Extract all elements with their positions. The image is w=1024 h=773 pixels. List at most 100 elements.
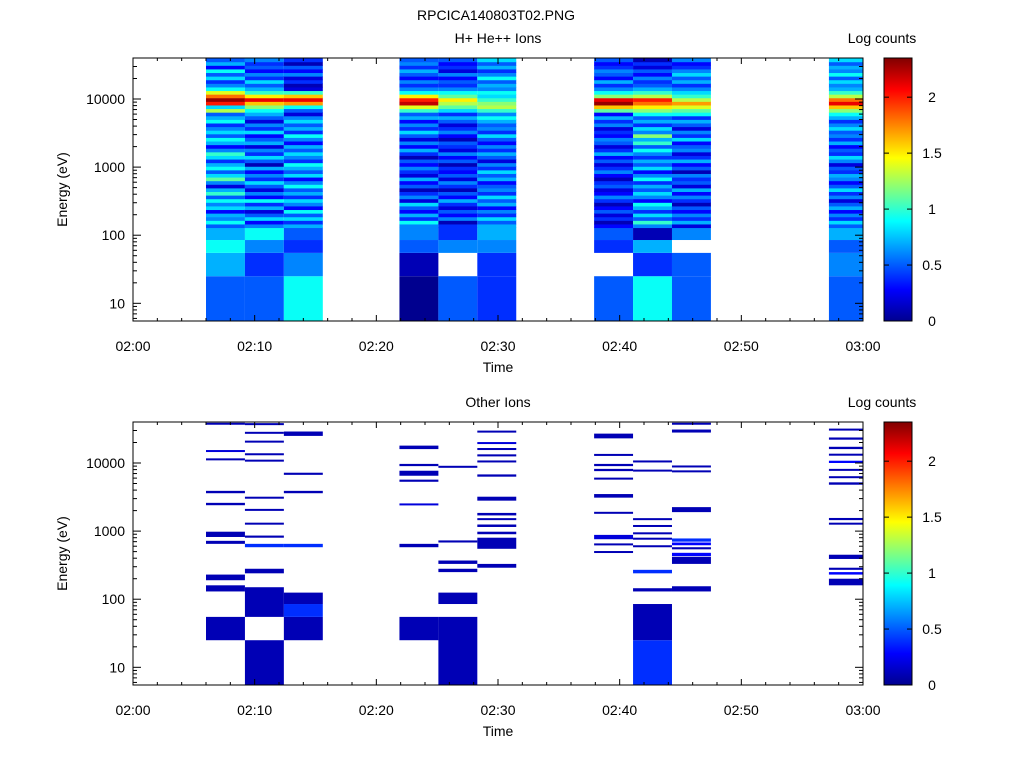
heatmap-cell — [244, 166, 284, 171]
heatmap-cell — [828, 202, 863, 207]
heatmap-cell — [594, 115, 634, 120]
heatmap-cell — [594, 130, 634, 135]
heatmap-cell — [477, 126, 517, 131]
heatmap-cell — [283, 166, 323, 171]
heatmap-cell — [594, 240, 634, 253]
heatmap-cell — [477, 205, 517, 211]
heatmap-cell — [633, 276, 672, 321]
heatmap-cell — [283, 198, 323, 203]
heatmap-cell — [633, 166, 672, 171]
heatmap-cell — [438, 616, 478, 685]
heatmap-cell — [244, 220, 284, 225]
heatmap-cell — [244, 568, 284, 574]
heatmap-cell — [206, 166, 245, 171]
x-axis-label: Time — [483, 359, 514, 375]
heatmap-cell — [828, 453, 863, 456]
heatmap-cell — [477, 531, 517, 535]
heatmap-cell — [399, 90, 439, 95]
heatmap-cell — [206, 616, 245, 641]
heatmap-cell — [477, 101, 517, 106]
heatmap-cell — [477, 151, 517, 156]
heatmap-cell — [244, 140, 284, 146]
heatmap-cell — [594, 155, 634, 160]
heatmap-cell — [594, 162, 634, 167]
heatmap-cell — [438, 94, 478, 99]
heatmap-cell — [244, 240, 284, 253]
heatmap-cell — [244, 94, 284, 99]
heatmap-cell — [477, 474, 517, 477]
heatmap-cell — [399, 209, 439, 214]
heatmap-cell — [828, 119, 863, 124]
heatmap-cell — [671, 202, 711, 207]
heatmap-cell — [244, 115, 284, 120]
heatmap-cell — [438, 133, 478, 138]
heatmap-cell — [633, 61, 672, 66]
heatmap-cell — [828, 191, 863, 196]
heatmap-cell — [283, 151, 323, 156]
heatmap-cell — [594, 216, 634, 221]
heatmap-cell — [671, 58, 711, 63]
heatmap-cell — [671, 79, 711, 84]
heatmap-cell — [206, 252, 245, 277]
heatmap-cell — [283, 83, 323, 88]
heatmap-cell — [828, 240, 863, 253]
heatmap-cell — [283, 173, 323, 178]
heatmap-cell — [438, 195, 478, 200]
heatmap-cell — [477, 227, 517, 241]
heatmap-cell — [399, 252, 439, 277]
heatmap-cell — [438, 166, 478, 171]
heatmap-cell — [477, 169, 517, 174]
heatmap-cell — [671, 115, 711, 120]
heatmap-cell — [828, 567, 863, 570]
heatmap-cell — [283, 140, 323, 146]
colorbar-tick-label: 0 — [928, 677, 936, 693]
heatmap-cell — [828, 108, 863, 113]
heatmap-cell — [671, 216, 711, 221]
heatmap-cell — [671, 101, 711, 106]
y-axis-label: Energy (eV) — [54, 152, 70, 227]
heatmap-cell — [828, 68, 863, 74]
y-tick-label: 10 — [109, 659, 125, 675]
heatmap-cell — [206, 155, 245, 160]
colorbar-tick-label: 0.5 — [922, 621, 942, 637]
heatmap-cell — [244, 162, 284, 167]
heatmap-cell — [283, 65, 323, 70]
heatmap-cell — [594, 173, 634, 178]
heatmap-cell — [206, 137, 245, 142]
heatmap-cell — [399, 104, 439, 110]
heatmap-cell — [477, 148, 517, 153]
heatmap-cell — [244, 137, 284, 142]
heatmap-cell — [633, 119, 672, 124]
heatmap-cell — [283, 155, 323, 160]
heatmap-cell — [594, 104, 634, 110]
heatmap-cell — [633, 187, 672, 192]
heatmap-cell — [438, 137, 478, 142]
heatmap-cell — [206, 115, 245, 120]
heatmap-cell — [399, 180, 439, 185]
heatmap-cell — [206, 574, 245, 581]
heatmap-cell — [828, 572, 863, 575]
heatmap-cell — [828, 476, 863, 479]
heatmap-cell — [671, 176, 711, 182]
heatmap-cell — [828, 140, 863, 146]
x-tick-label: 02:50 — [724, 702, 759, 718]
heatmap-cell — [828, 169, 863, 174]
heatmap-cell — [438, 148, 478, 153]
heatmap-cell — [477, 220, 517, 225]
heatmap-cell — [828, 101, 863, 106]
heatmap-cell — [633, 460, 672, 463]
heatmap-cell — [671, 72, 711, 77]
heatmap-cell — [477, 68, 517, 74]
heatmap-cell — [244, 453, 284, 456]
heatmap-cell — [283, 592, 323, 605]
heatmap-cell — [438, 79, 478, 84]
colorbar-tick-label: 1.5 — [922, 145, 942, 161]
heatmap-cell — [828, 213, 863, 218]
heatmap-cell — [477, 176, 517, 182]
heatmap-cell — [633, 72, 672, 77]
heatmap-cell — [828, 578, 863, 586]
heatmap-cell — [828, 130, 863, 135]
heatmap-cell — [283, 101, 323, 106]
heatmap-cell — [477, 83, 517, 88]
heatmap-cell — [206, 227, 245, 241]
